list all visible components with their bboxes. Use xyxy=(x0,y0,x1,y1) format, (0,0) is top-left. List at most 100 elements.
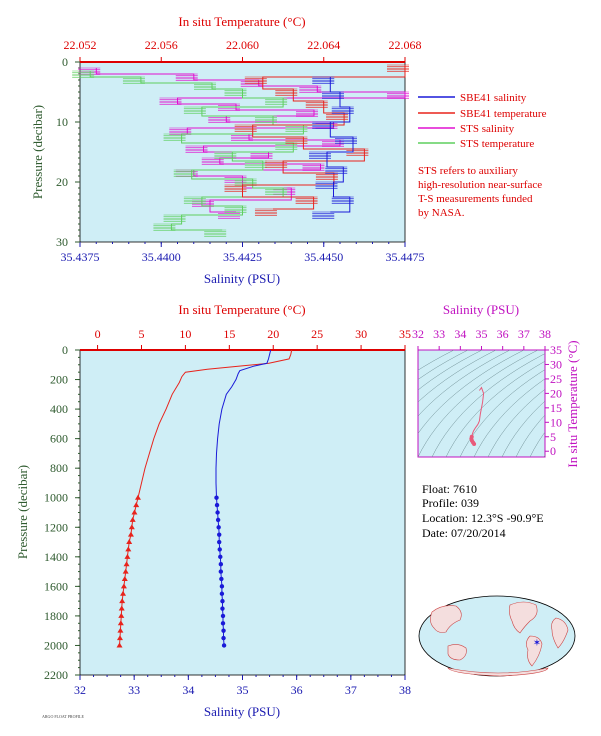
float-info: Float: 7610 Profile: 039 Location: 12.3°… xyxy=(422,482,544,540)
top-temperature-tick-label: 22.052 xyxy=(64,38,97,52)
profile-pressure-tick-label: 0 xyxy=(62,343,68,357)
profile-pressure-tick-label: 1600 xyxy=(44,579,68,593)
ts-salinity-axis-title: Salinity (PSU) xyxy=(443,302,519,317)
temperature-bottle-marker xyxy=(131,509,138,515)
density-contour xyxy=(418,350,497,403)
profile-pressure-tick-label: 1400 xyxy=(44,550,68,564)
profile-salinity-tick-label: 35 xyxy=(237,683,249,697)
profile-pressure-tick-label: 600 xyxy=(50,432,68,446)
top-salinity-tick-label: 35.4475 xyxy=(386,250,425,264)
ts-temperature-tick-label: 15 xyxy=(550,401,562,415)
salinity-bottle-marker xyxy=(218,554,223,560)
temperature-bottle-marker xyxy=(128,524,135,530)
density-contour xyxy=(418,350,455,371)
profile-pressure-axis-title: Pressure (decibar) xyxy=(15,465,30,559)
temperature-bottle-marker xyxy=(129,516,136,522)
profile-temperature-tick-label: 10 xyxy=(179,327,191,341)
map-land-antarctica xyxy=(447,667,549,677)
density-contour xyxy=(529,431,545,457)
ts-salinity-tick-label: 38 xyxy=(539,327,551,341)
temperature-bottle-marker xyxy=(120,583,127,589)
ts-temperature-tick-label: 10 xyxy=(550,415,562,429)
salinity-bottle-marker xyxy=(220,613,226,619)
temperature-bottle-marker xyxy=(118,612,125,618)
density-contour xyxy=(418,350,525,435)
temperature-bottle-marker xyxy=(122,568,129,574)
map-land-africa xyxy=(551,617,569,649)
profile-pressure-tick-label: 1800 xyxy=(44,609,68,623)
profile-temperature-tick-label: 15 xyxy=(223,327,235,341)
density-contour xyxy=(501,400,545,457)
profile-temperature-ticks: 0 5 10 15 20 25 30 35 xyxy=(80,327,411,351)
profile-pressure-tick-label: 400 xyxy=(50,402,68,416)
salinity-bottle-marker xyxy=(216,525,221,530)
ts-temperature-tick-label: 30 xyxy=(550,357,562,371)
ts-series-group xyxy=(469,386,485,446)
temperature-bottle-marker xyxy=(120,590,127,596)
salinity-bottle-marker xyxy=(220,598,225,604)
note-line-3: T-S measurements funded xyxy=(418,193,533,205)
world-map: ✶ xyxy=(418,595,576,677)
density-contour xyxy=(431,353,545,457)
note-line-2: high-resolution near-surface xyxy=(418,179,542,191)
top-series-group xyxy=(72,64,409,237)
location: Location: 12.3°S -90.9°E xyxy=(422,511,544,525)
salinity-bottle-marker xyxy=(214,495,219,500)
temperature-bottle-marker xyxy=(125,546,132,552)
ts-salinity-ticks: 32 33 34 35 36 37 38 xyxy=(412,327,551,350)
ts-plot-area xyxy=(417,349,546,458)
profile-salinity-ticks: 32 33 34 35 36 37 38 xyxy=(74,675,411,697)
density-contour xyxy=(418,350,511,417)
ts-salinity-tick-label: 33 xyxy=(433,327,445,341)
temperature-bottle-marker xyxy=(123,561,130,567)
profile-number: Profile: 039 xyxy=(422,496,479,510)
top-salinity-tick-label: 35.4400 xyxy=(142,250,181,264)
profile-temperature-tick-label: 5 xyxy=(138,327,144,341)
salinity-bottle-marker xyxy=(214,502,220,508)
salinity-bottle-marker xyxy=(221,635,226,641)
ts-temperature-tick-label: 0 xyxy=(550,444,556,458)
density-contour xyxy=(487,388,545,457)
salinity-bottle-marker xyxy=(220,621,226,626)
profile-salinity-tick-label: 36 xyxy=(291,683,303,697)
density-contour xyxy=(418,350,469,380)
temperature-bottle-marker xyxy=(127,531,134,537)
temperature-bottle-marker xyxy=(134,494,141,500)
density-contour xyxy=(515,414,545,457)
map-land-north-america xyxy=(509,601,538,634)
map-land-asia xyxy=(430,605,462,633)
top-pressure-tick-label: 0 xyxy=(62,55,68,69)
profile-series-group xyxy=(116,349,293,648)
temperature-bottle-marker xyxy=(116,642,123,648)
float-id: Float: 7610 xyxy=(422,482,477,496)
ts-salinity-tick-label: 35 xyxy=(476,327,488,341)
profile-salinity-tick-label: 37 xyxy=(345,683,357,697)
temperature-bottle-marker xyxy=(116,635,123,641)
map-land-australia xyxy=(447,644,467,661)
salinity-bottle-marker xyxy=(215,510,220,515)
temperature-bottle-marker xyxy=(126,539,133,545)
top-pressure-tick-label: 30 xyxy=(56,235,68,249)
ts-temperature-tick-label: 20 xyxy=(550,386,562,400)
ts-temperature-tick-label: 5 xyxy=(550,430,556,444)
salinity-bottle-marker xyxy=(218,562,224,567)
date: Date: 07/20/2014 xyxy=(422,526,506,540)
top-pressure-axis-title: Pressure (decibar) xyxy=(30,105,45,199)
salinity-bottle-marker xyxy=(221,628,226,633)
float-location-marker: ✶ xyxy=(533,638,541,649)
profile-temperature-tick-label: 25 xyxy=(311,327,323,341)
salinity-bottle-marker xyxy=(221,643,227,648)
top-chart: In situ Temperature (°C) Salinity (PSU) … xyxy=(30,14,425,286)
temperature-bottle-marker xyxy=(133,502,140,508)
profile-pressure-tick-label: 1000 xyxy=(44,491,68,505)
footer-stamp: ARGO FLOAT PROFILE xyxy=(42,714,84,719)
note-line-1: STS refers to auxiliary xyxy=(418,165,518,177)
ts-temperature-tick-label: 25 xyxy=(550,372,562,386)
salinity-bottle-marker xyxy=(217,547,222,552)
ts-density-contours xyxy=(418,350,545,457)
salinity-bottle-marker xyxy=(215,517,221,523)
top-temperature-tick-label: 22.064 xyxy=(307,38,340,52)
profile-pressure-tick-label: 800 xyxy=(50,461,68,475)
